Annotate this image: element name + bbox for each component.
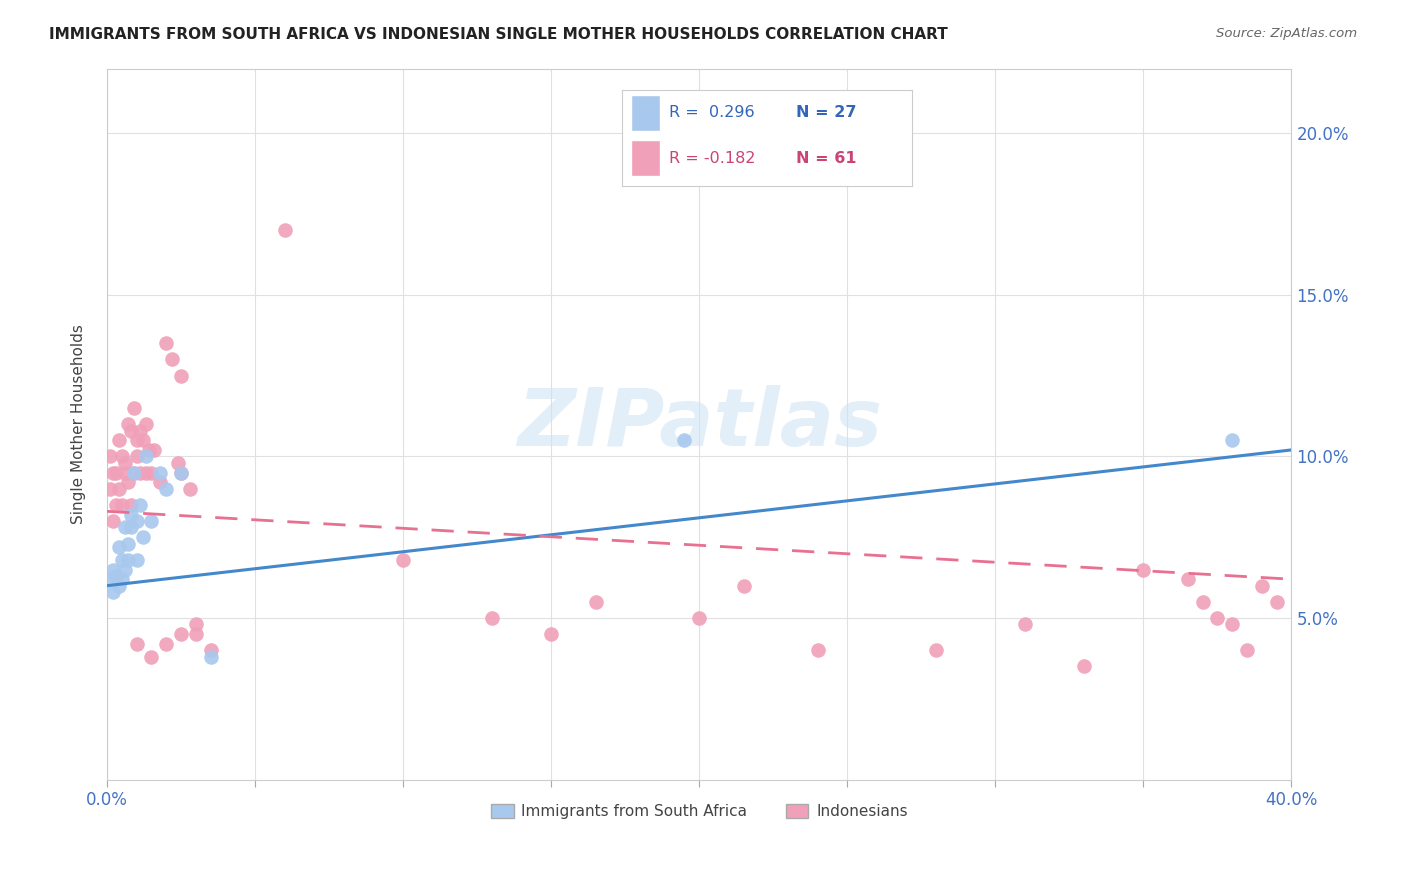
Point: [925, 643, 948, 657]
Point: [120, 508, 142, 522]
Point: [392, 553, 415, 567]
Point: [184, 617, 207, 632]
Point: [108, 540, 131, 554]
Point: [170, 466, 193, 480]
Point: [170, 627, 193, 641]
Point: [122, 401, 145, 415]
Point: [111, 498, 134, 512]
Point: [111, 553, 134, 567]
Point: [170, 466, 193, 480]
Point: [98, 450, 121, 464]
Point: [131, 434, 153, 448]
Point: [108, 434, 131, 448]
Y-axis label: Single Mother Households: Single Mother Households: [72, 324, 86, 524]
Point: [135, 417, 157, 431]
Point: [540, 627, 562, 641]
Point: [104, 569, 127, 583]
Point: [1236, 643, 1258, 657]
Text: Source: ZipAtlas.com: Source: ZipAtlas.com: [1216, 27, 1357, 40]
Point: [688, 611, 710, 625]
Point: [135, 450, 157, 464]
Point: [155, 336, 177, 351]
Point: [160, 352, 183, 367]
Point: [1014, 617, 1036, 632]
Point: [101, 585, 124, 599]
Legend: Immigrants from South Africa, Indonesians: Immigrants from South Africa, Indonesian…: [485, 798, 914, 825]
Point: [117, 417, 139, 431]
Point: [155, 637, 177, 651]
Point: [98, 572, 121, 586]
Point: [141, 466, 163, 480]
Point: [111, 572, 134, 586]
Point: [131, 530, 153, 544]
Point: [114, 520, 136, 534]
Point: [1191, 595, 1213, 609]
Text: IMMIGRANTS FROM SOUTH AFRICA VS INDONESIAN SINGLE MOTHER HOUSEHOLDS CORRELATION : IMMIGRANTS FROM SOUTH AFRICA VS INDONESI…: [49, 27, 948, 42]
Point: [128, 466, 150, 480]
Point: [120, 498, 142, 512]
Point: [120, 520, 142, 534]
Point: [125, 434, 148, 448]
Point: [104, 466, 127, 480]
Point: [114, 466, 136, 480]
Point: [200, 643, 222, 657]
Point: [104, 498, 127, 512]
Point: [128, 498, 150, 512]
Point: [117, 475, 139, 490]
Point: [1220, 434, 1243, 448]
Point: [673, 434, 696, 448]
Point: [122, 466, 145, 480]
Point: [1132, 562, 1154, 576]
Point: [111, 450, 134, 464]
Point: [135, 466, 157, 480]
Point: [1250, 579, 1272, 593]
Point: [114, 456, 136, 470]
Point: [1265, 595, 1288, 609]
Point: [117, 536, 139, 550]
Point: [585, 595, 607, 609]
Point: [101, 562, 124, 576]
Point: [98, 482, 121, 496]
Text: ZIPatlas: ZIPatlas: [517, 385, 882, 463]
Point: [125, 450, 148, 464]
Point: [128, 424, 150, 438]
Point: [141, 649, 163, 664]
Point: [143, 442, 166, 457]
Point: [149, 466, 172, 480]
Point: [733, 579, 755, 593]
Point: [108, 482, 131, 496]
Point: [141, 514, 163, 528]
Point: [101, 514, 124, 528]
Point: [149, 475, 172, 490]
Point: [117, 553, 139, 567]
Point: [481, 611, 503, 625]
Point: [138, 442, 160, 457]
Point: [170, 368, 193, 383]
Point: [1177, 572, 1199, 586]
Point: [120, 424, 142, 438]
Point: [200, 649, 222, 664]
Point: [155, 482, 177, 496]
Point: [1073, 659, 1095, 673]
Point: [274, 223, 297, 237]
Point: [1220, 617, 1243, 632]
Point: [807, 643, 830, 657]
Point: [125, 553, 148, 567]
Point: [184, 627, 207, 641]
Point: [167, 456, 190, 470]
Point: [114, 562, 136, 576]
Point: [108, 579, 131, 593]
Point: [125, 514, 148, 528]
Point: [122, 466, 145, 480]
Point: [101, 466, 124, 480]
Point: [125, 637, 148, 651]
Point: [179, 482, 201, 496]
Point: [1206, 611, 1229, 625]
